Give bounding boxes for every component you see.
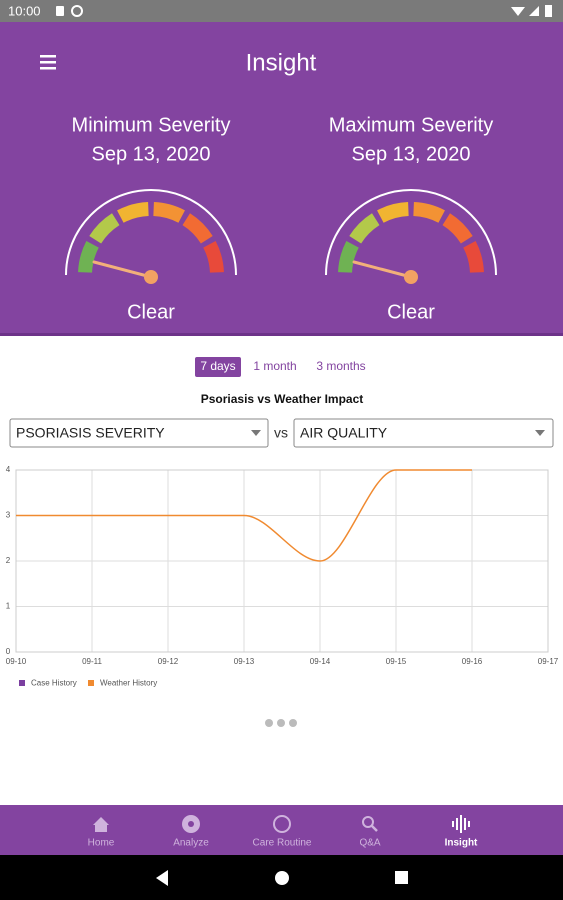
nav-item[interactable]: Q&A: [359, 816, 381, 849]
status-time: 10:00: [8, 3, 41, 18]
gauge-segment: [338, 241, 359, 273]
bottom-nav: [0, 805, 563, 855]
back-button[interactable]: [156, 870, 168, 886]
tab-label: 7 days: [200, 359, 235, 373]
legend-swatch: [88, 680, 94, 686]
nav-item[interactable]: Home: [88, 817, 115, 849]
range-tab[interactable]: 7 days: [195, 357, 241, 377]
recents-button[interactable]: [395, 871, 408, 884]
right-selector[interactable]: AIR QUALITY: [293, 418, 554, 448]
nav-label: Home: [88, 838, 115, 849]
home-button[interactable]: [275, 871, 289, 885]
legend-label: Case History: [31, 679, 77, 688]
selector-box: [293, 418, 554, 448]
nav-icon: [93, 817, 109, 832]
nav-label: Q&A: [359, 838, 380, 849]
gauge-needle: [92, 260, 153, 279]
status-icon: [71, 5, 83, 17]
gauge-segment: [153, 202, 185, 223]
gauge-hub: [404, 270, 418, 284]
dropdown-arrow: [251, 430, 261, 436]
gauge-level: Clear: [387, 301, 435, 323]
nav-icon: [362, 816, 374, 828]
gauge-hub: [144, 270, 158, 284]
gauge-rim: [65, 189, 237, 276]
header: [0, 22, 563, 333]
nav-label: Insight: [445, 838, 478, 849]
nav-item[interactable]: Care Routine: [253, 815, 312, 849]
x-tick-label: 09-10: [6, 657, 27, 666]
y-tick-label: 0: [6, 647, 11, 656]
gauge-needle: [352, 260, 413, 279]
menu-button[interactable]: [40, 55, 56, 70]
gauge-segment: [182, 213, 213, 244]
data-line: [16, 469, 472, 562]
x-tick-label: 09-13: [234, 657, 255, 666]
page-dot: [277, 719, 285, 727]
status-icon: [56, 6, 64, 16]
selector-box: [9, 418, 269, 448]
nav-item[interactable]: Analyze: [173, 815, 209, 849]
gauge-title: Minimum Severity: [72, 114, 231, 136]
gauge-segment: [349, 213, 380, 244]
x-tick-label: 09-12: [158, 657, 179, 666]
gauge-segment: [203, 241, 224, 273]
signal-icon: [529, 6, 539, 16]
gauge-segment: [463, 241, 484, 273]
header-title: Insight: [246, 49, 317, 76]
chart: 09-10 09-11 09-12 09-13 09-14 09-15 09-16 09-17…: [6, 465, 559, 688]
gauge-title: Maximum Severity: [329, 114, 493, 136]
x-tick-label: 09-11: [82, 657, 102, 666]
gauge-date: Sep 13, 2020: [352, 143, 471, 165]
tab-highlight: [195, 357, 241, 377]
nav-icon-hole: [188, 821, 194, 827]
vs-label: vs: [274, 425, 288, 441]
gauge-segment: [78, 241, 99, 273]
wifi-icon: [511, 7, 525, 16]
nav-label: Care Routine: [253, 838, 312, 849]
range-tab[interactable]: 3 months: [316, 359, 365, 373]
gauge-segment: [89, 213, 120, 244]
y-tick-label: 2: [6, 556, 11, 565]
battery-icon: [545, 5, 552, 17]
tab-label: 3 months: [316, 359, 365, 373]
plot-border: [15, 469, 549, 653]
gauge-level: Clear: [127, 301, 175, 323]
x-tick-label: 09-16: [462, 657, 483, 666]
range-tab[interactable]: 1 month: [253, 359, 296, 373]
x-tick-label: 09-15: [386, 657, 407, 666]
header-shadow: [0, 333, 563, 336]
menu-bar: [40, 67, 56, 70]
x-tick-label: 09-14: [310, 657, 331, 666]
y-tick-label: 4: [6, 465, 11, 474]
gauge-date: Sep 13, 2020: [92, 143, 211, 165]
page-dot: [289, 719, 297, 727]
gauge-segment: [117, 202, 149, 223]
nav-item[interactable]: Insight: [445, 815, 478, 849]
menu-bar: [40, 61, 56, 64]
chart-title: Psoriasis vs Weather Impact: [201, 392, 364, 406]
x-tick-label: 09-17: [538, 657, 559, 666]
gauge-segment: [442, 213, 473, 244]
legend-swatch: [19, 680, 25, 686]
gauge-segment: [413, 202, 445, 223]
gauge-segment: [377, 202, 409, 223]
nav-icon: [273, 815, 291, 833]
status-bar: [0, 0, 563, 22]
menu-bar: [40, 55, 56, 58]
nav-label: Analyze: [173, 838, 209, 849]
gauge-rim: [325, 189, 497, 276]
nav-icon: [371, 825, 378, 832]
dropdown-arrow: [535, 430, 545, 436]
y-tick-label: 3: [6, 511, 11, 520]
legend-label: Weather History: [100, 679, 157, 688]
page-dot: [265, 719, 273, 727]
selector-text: PSORIASIS SEVERITY: [16, 425, 165, 441]
selector-text: AIR QUALITY: [300, 425, 388, 441]
tab-label: 1 month: [253, 359, 296, 373]
y-tick-label: 1: [6, 602, 11, 611]
left-selector[interactable]: PSORIASIS SEVERITY: [9, 418, 269, 448]
